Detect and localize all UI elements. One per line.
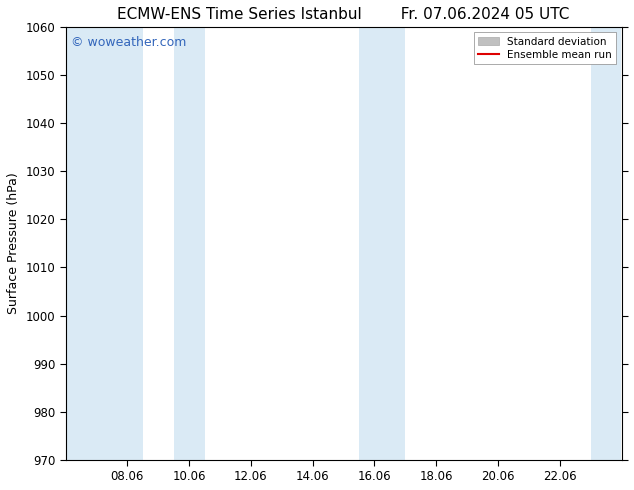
Bar xyxy=(66,27,143,460)
Bar xyxy=(359,27,405,460)
Title: ECMW-ENS Time Series Istanbul        Fr. 07.06.2024 05 UTC: ECMW-ENS Time Series Istanbul Fr. 07.06.… xyxy=(117,7,570,22)
Bar xyxy=(174,27,205,460)
Y-axis label: Surface Pressure (hPa): Surface Pressure (hPa) xyxy=(7,172,20,314)
Legend: Standard deviation, Ensemble mean run: Standard deviation, Ensemble mean run xyxy=(474,32,616,64)
Bar xyxy=(591,27,621,460)
Text: © woweather.com: © woweather.com xyxy=(71,36,186,49)
